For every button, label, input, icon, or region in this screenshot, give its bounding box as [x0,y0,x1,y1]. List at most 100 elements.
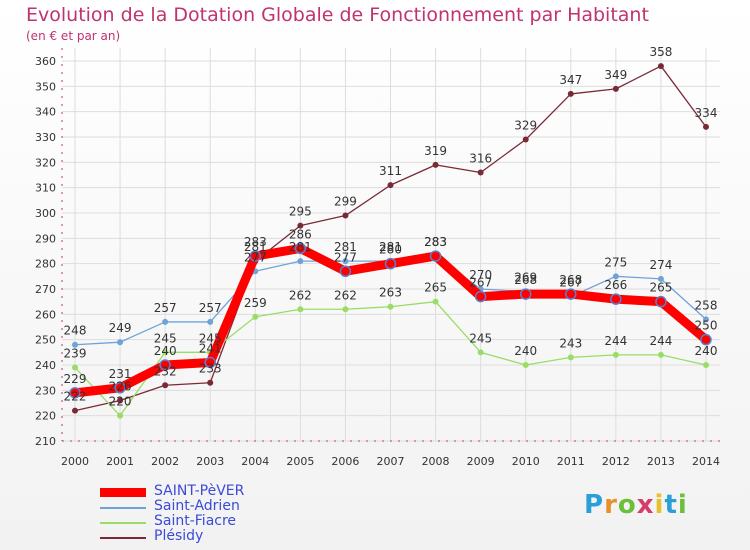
data-label: 248 [64,324,87,338]
x-tick-label: 2006 [331,455,359,468]
data-point [207,318,214,325]
data-point [612,85,619,92]
data-point [72,341,78,348]
data-point [339,265,352,278]
data-point [162,349,169,356]
data-point [342,212,349,219]
y-tick-label: 290 [35,232,56,245]
x-tick-label: 2004 [241,455,269,468]
data-point [565,288,577,300]
data-point [162,318,169,325]
data-label: 299 [334,195,357,209]
data-point [432,161,439,168]
y-tick-label: 300 [35,207,56,220]
chart-subtitle: (en € et par an) [26,29,121,43]
x-tick-label: 2010 [512,455,540,468]
data-label: 262 [334,288,357,302]
data-point [703,362,709,368]
x-tick-label: 2005 [286,455,314,468]
data-point [162,382,169,389]
data-point [297,306,304,313]
data-point [612,351,619,358]
data-point [522,362,529,368]
data-label: 240 [514,344,537,358]
data-label: 229 [64,372,87,386]
data-point [72,407,78,414]
legend-swatch-plesidy [100,537,146,539]
line-chart: 210 220 230 240 250 260 270 280 290 300 310 320 330 3… [35,45,720,468]
y-tick-label: 360 [35,55,56,68]
data-point [432,298,439,305]
data-point [567,90,574,97]
data-label: 267 [559,276,582,290]
data-label: 239 [64,347,87,361]
data-point [567,354,574,361]
data-label: 232 [154,364,177,378]
data-point [114,382,126,394]
data-label: 265 [424,281,447,295]
data-point [703,123,709,130]
y-tick-label: 260 [35,308,56,321]
data-label: 311 [379,164,402,178]
data-label: 358 [649,45,672,59]
x-tick-label: 2012 [602,455,630,468]
data-label: 268 [559,273,582,287]
data-label: 240 [695,344,718,358]
data-point [700,333,712,346]
data-label: 334 [695,106,718,120]
data-point [657,275,664,282]
y-tick-label: 250 [35,334,56,347]
data-point [117,397,124,404]
data-point [429,250,442,262]
x-tick-label: 2000 [61,455,89,468]
y-tick-label: 330 [35,131,56,144]
data-label: 245 [199,331,222,345]
data-label: 233 [199,362,222,376]
data-label: 250 [695,319,718,333]
data-point [297,222,304,229]
data-label: 268 [514,273,537,287]
data-label: 262 [289,288,312,302]
legend-label-saint-adrien: Saint-Adrien [154,498,240,514]
data-label: 281 [289,240,312,254]
x-tick-label: 2013 [647,455,675,468]
y-tick-label: 350 [35,80,56,93]
data-point [252,313,259,320]
data-label: 286 [289,227,312,241]
x-tick-label: 2009 [467,455,495,468]
y-tick-label: 280 [35,258,56,271]
data-point [703,316,709,323]
data-label: 319 [424,144,447,158]
x-tick-label: 2011 [557,455,585,468]
data-label: 280 [379,243,402,257]
data-label: 240 [154,344,177,358]
data-point [297,258,304,265]
legend-swatch-saint-pever [100,488,146,497]
data-label: 265 [649,281,672,295]
data-point [655,295,667,308]
data-point [657,63,664,70]
y-tick-label: 340 [35,106,56,119]
data-label: 277 [334,250,357,264]
proxiti-logo: Proxiti [584,490,688,520]
data-label: 231 [109,367,132,381]
x-tick-label: 2003 [196,455,224,468]
data-point [612,273,619,280]
data-label: 266 [604,278,627,292]
data-point [294,242,307,255]
data-label: 349 [604,68,627,82]
x-tick-label: 2001 [106,455,134,468]
chart-title: Evolution de la Dotation Globale de Fonc… [26,4,649,26]
data-point [342,306,349,313]
data-label: 281 [379,240,402,254]
data-label: 277 [244,250,267,264]
data-label: 283 [424,235,447,249]
y-tick-label: 240 [35,359,56,372]
y-tick-label: 270 [35,283,56,296]
legend-swatch-saint-adrien [100,507,146,509]
data-label: 329 [514,119,537,133]
data-point [522,136,529,143]
data-label: 281 [244,240,267,254]
data-point [657,351,664,358]
